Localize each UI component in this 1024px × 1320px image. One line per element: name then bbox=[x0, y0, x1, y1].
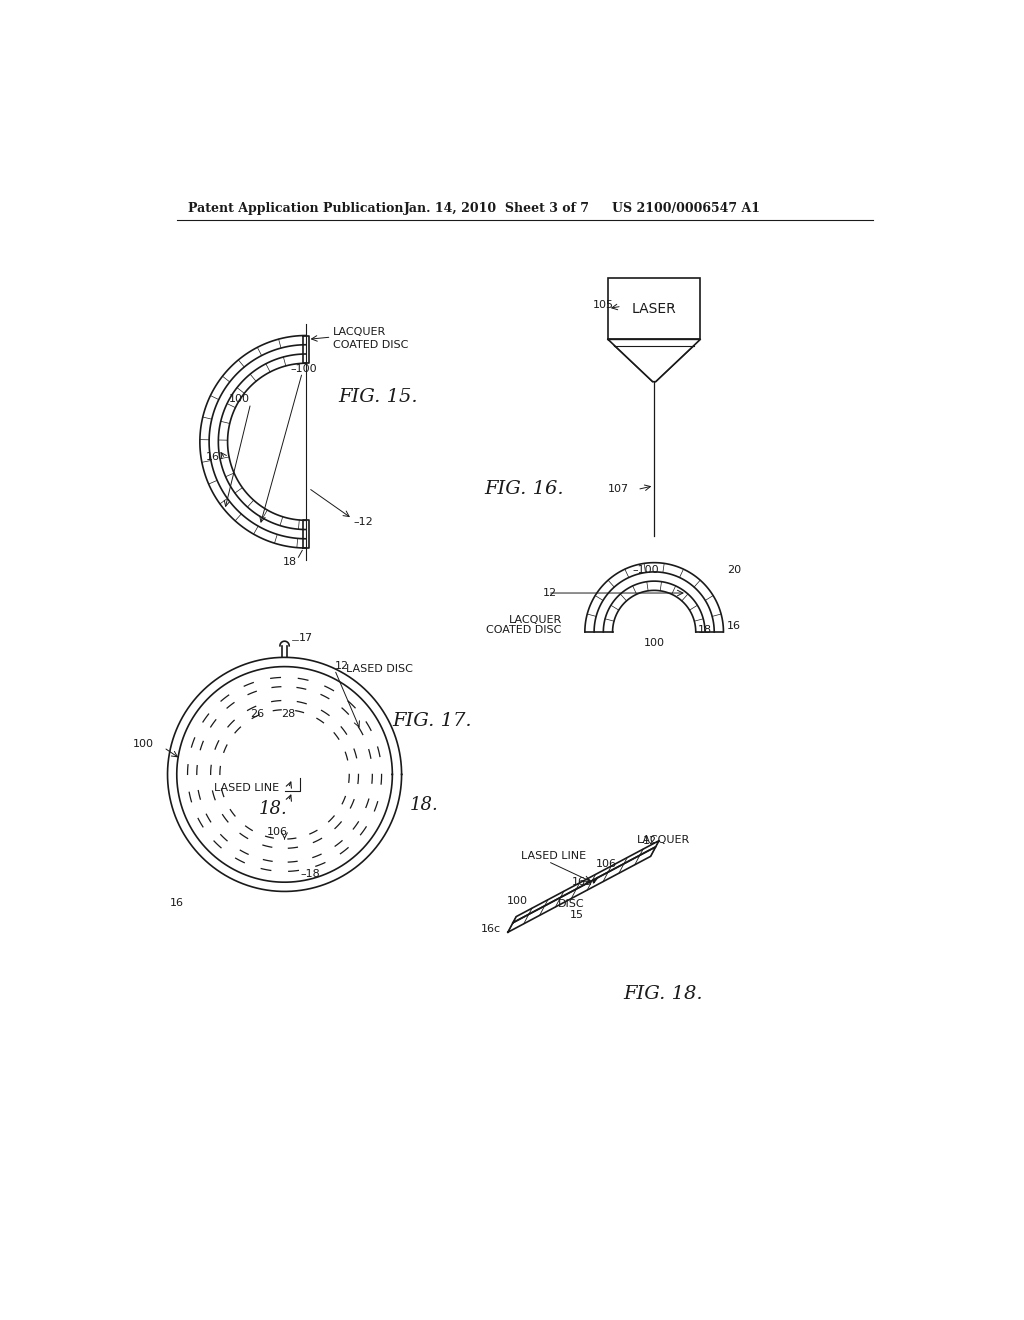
Text: US 2100/0006547 A1: US 2100/0006547 A1 bbox=[611, 202, 760, 215]
Text: 15: 15 bbox=[569, 909, 584, 920]
Text: 100: 100 bbox=[133, 739, 154, 748]
Text: 16c: 16c bbox=[480, 924, 501, 935]
Text: 100: 100 bbox=[507, 896, 528, 906]
Text: 16a: 16a bbox=[572, 876, 593, 887]
Text: COATED DISC: COATED DISC bbox=[333, 339, 409, 350]
Text: LASED LINE: LASED LINE bbox=[214, 783, 280, 793]
Text: 100: 100 bbox=[644, 639, 665, 648]
Text: –100: –100 bbox=[291, 363, 317, 374]
Text: COATED DISC: COATED DISC bbox=[486, 624, 562, 635]
Text: 28: 28 bbox=[282, 709, 296, 719]
Text: FIG. 16.: FIG. 16. bbox=[484, 480, 564, 499]
Text: 12: 12 bbox=[543, 587, 557, 598]
Text: 18.: 18. bbox=[259, 800, 288, 818]
Bar bbox=[608, 277, 700, 339]
Text: 107: 107 bbox=[608, 484, 629, 495]
Text: 100: 100 bbox=[229, 395, 250, 404]
Text: FIG. 15.: FIG. 15. bbox=[339, 388, 418, 407]
Text: 26: 26 bbox=[251, 709, 264, 719]
Text: 18: 18 bbox=[283, 557, 297, 566]
Text: 18: 18 bbox=[698, 626, 712, 635]
Text: 12: 12 bbox=[335, 661, 349, 671]
Text: LASER: LASER bbox=[632, 301, 677, 315]
Text: LASED DISC: LASED DISC bbox=[346, 664, 413, 675]
Text: 106: 106 bbox=[266, 828, 288, 837]
Text: –18: –18 bbox=[300, 869, 319, 879]
Text: 105: 105 bbox=[593, 300, 613, 310]
Text: LACQUER: LACQUER bbox=[333, 326, 386, 337]
Text: 16: 16 bbox=[206, 453, 220, 462]
Text: DISC: DISC bbox=[558, 899, 585, 908]
Text: FIG. 17.: FIG. 17. bbox=[392, 711, 472, 730]
Text: –12: –12 bbox=[354, 517, 374, 527]
Text: LACQUER: LACQUER bbox=[509, 615, 562, 626]
Text: LASED LINE: LASED LINE bbox=[521, 851, 586, 861]
Text: 18.: 18. bbox=[410, 796, 438, 814]
Text: 17: 17 bbox=[298, 634, 312, 643]
Text: Jan. 14, 2010  Sheet 3 of 7: Jan. 14, 2010 Sheet 3 of 7 bbox=[403, 202, 590, 215]
Text: 16: 16 bbox=[170, 898, 183, 908]
Text: 106: 106 bbox=[596, 859, 617, 869]
Text: 16: 16 bbox=[727, 620, 741, 631]
Text: FIG. 18.: FIG. 18. bbox=[624, 985, 703, 1003]
Text: 20: 20 bbox=[727, 565, 741, 576]
Text: Patent Application Publication: Patent Application Publication bbox=[188, 202, 403, 215]
Text: LACQUER: LACQUER bbox=[637, 834, 690, 845]
Text: –100: –100 bbox=[633, 565, 659, 574]
Text: 12: 12 bbox=[643, 836, 657, 846]
